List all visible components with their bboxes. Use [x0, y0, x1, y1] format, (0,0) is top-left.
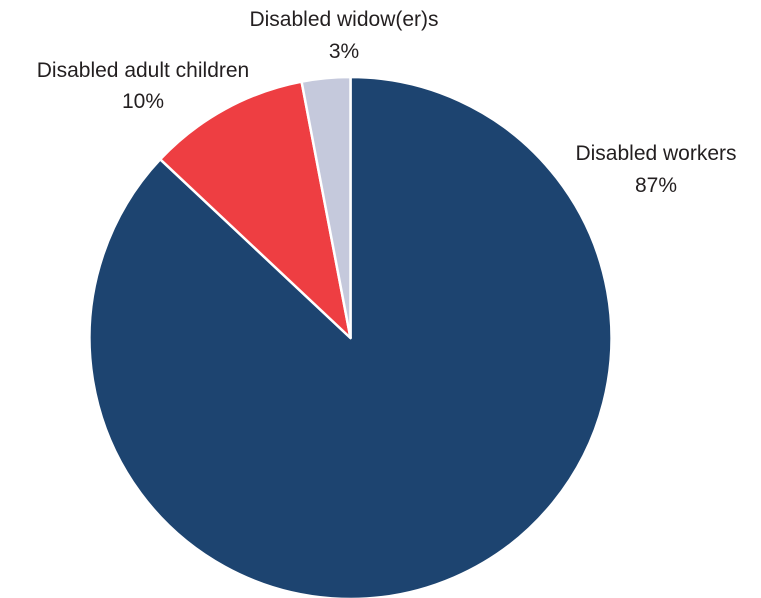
- pie-slice-disabled-widow-er-s: [300, 75, 352, 340]
- value-disabled-adult-children: 10%: [122, 90, 164, 113]
- label-disabled-workers: Disabled workers: [575, 142, 736, 165]
- pie-slices: [88, 75, 613, 598]
- label-disabled-adult-children: Disabled adult children: [37, 59, 249, 82]
- pie-slice-disabled-workers: [88, 75, 613, 598]
- value-disabled-widowers: 3%: [329, 40, 359, 63]
- label-disabled-widowers: Disabled widow(er)s: [249, 8, 438, 31]
- pie-slice-disabled-adult-children: [158, 80, 352, 340]
- value-disabled-workers: 87%: [635, 174, 677, 197]
